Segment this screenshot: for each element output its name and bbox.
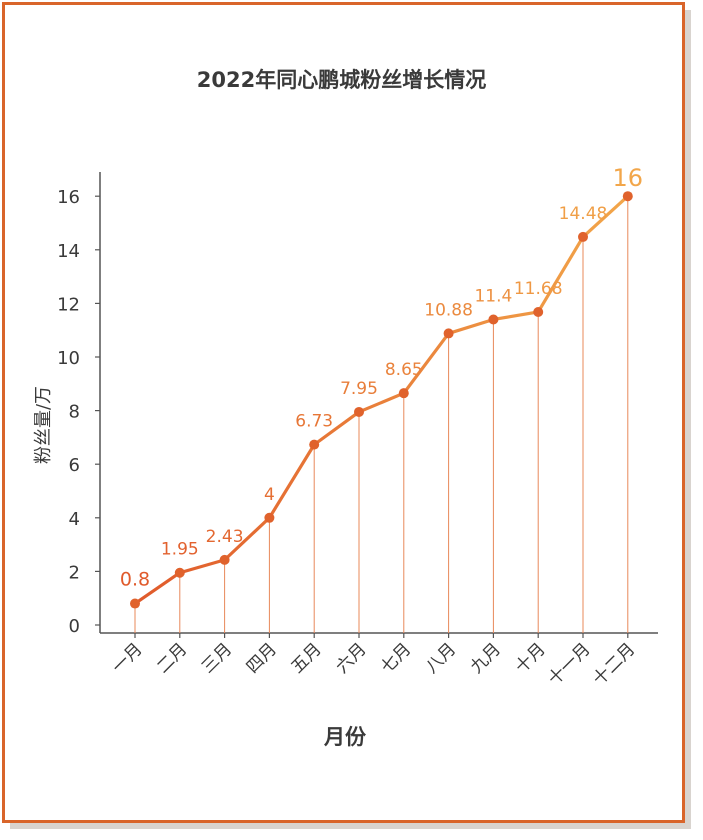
data-point xyxy=(398,388,409,399)
data-label: 11.4 xyxy=(474,286,512,306)
data-point xyxy=(354,406,364,417)
x-tick-label: 十二月 xyxy=(589,639,639,689)
data-label: 4 xyxy=(264,485,275,505)
y-tick-label: 16 xyxy=(57,187,80,208)
data-label: 0.8 xyxy=(120,569,150,591)
data-point xyxy=(219,554,230,565)
frame-shadow xyxy=(685,10,691,828)
data-label: 7.95 xyxy=(340,379,378,399)
y-tick-label: 14 xyxy=(57,241,80,262)
x-tick-label: 四月 xyxy=(243,639,281,677)
y-tick-label: 12 xyxy=(57,294,80,315)
x-tick-label: 一月 xyxy=(108,639,146,677)
chart-title: 2022年同心鹏城粉丝增长情况 xyxy=(196,68,487,92)
data-point xyxy=(578,231,588,242)
frame-shadow xyxy=(10,823,691,829)
x-tick-label: 八月 xyxy=(422,639,460,677)
y-axis-label: 粉丝量/万 xyxy=(33,386,54,464)
data-point xyxy=(488,314,499,325)
data-point xyxy=(130,598,140,609)
x-tick-label: 三月 xyxy=(198,639,236,677)
data-label: 8.65 xyxy=(385,360,423,380)
data-label: 14.48 xyxy=(559,204,608,224)
data-label: 1.95 xyxy=(161,540,199,560)
data-point xyxy=(264,512,275,523)
data-label: 6.73 xyxy=(295,412,333,432)
data-point xyxy=(622,191,633,202)
x-tick-label: 七月 xyxy=(377,639,415,677)
x-tick-label: 十一月 xyxy=(544,639,594,689)
series-line xyxy=(133,194,630,606)
x-axis-label: 月份 xyxy=(323,725,367,749)
data-label: 10.88 xyxy=(424,300,473,320)
y-tick-label: 0 xyxy=(69,616,80,637)
y-tick-label: 10 xyxy=(57,348,80,369)
x-tick-label: 六月 xyxy=(332,639,370,677)
x-tick-label: 二月 xyxy=(153,639,191,677)
data-label: 2.43 xyxy=(206,527,244,547)
data-point xyxy=(174,567,185,578)
data-point xyxy=(533,306,544,317)
data-label: 11.68 xyxy=(514,279,563,299)
data-point xyxy=(309,439,320,450)
x-tick-label: 十月 xyxy=(512,639,550,677)
data-label: 16 xyxy=(613,164,644,192)
y-tick-label: 2 xyxy=(69,562,80,583)
x-tick-label: 五月 xyxy=(288,639,326,677)
data-point xyxy=(443,328,454,339)
x-tick-label: 九月 xyxy=(467,639,505,677)
y-tick-label: 8 xyxy=(69,402,80,423)
y-tick-label: 4 xyxy=(69,509,80,530)
chart-border xyxy=(2,2,685,823)
y-tick-label: 6 xyxy=(69,455,80,476)
